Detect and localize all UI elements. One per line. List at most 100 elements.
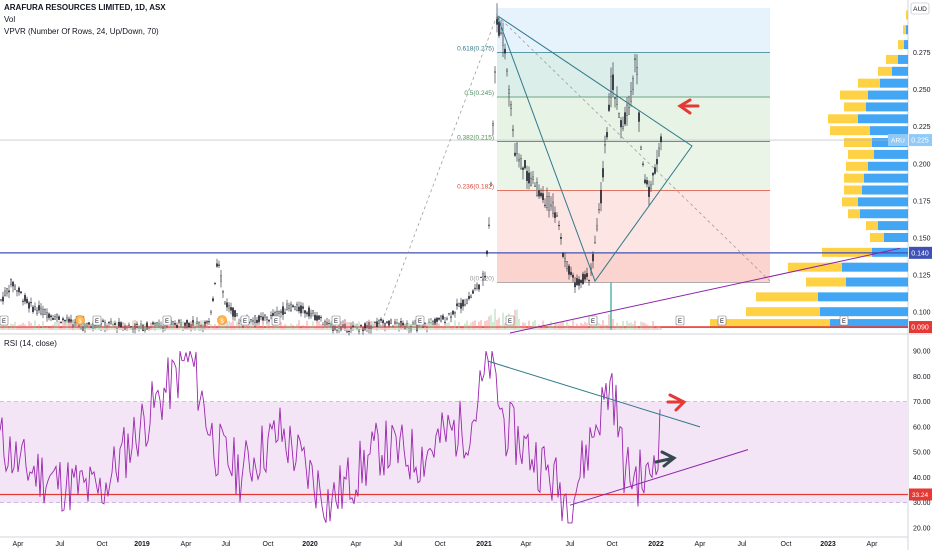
volume-bar xyxy=(352,327,354,330)
candle-body xyxy=(520,158,522,169)
volume-bar xyxy=(560,322,562,330)
candle-body xyxy=(620,120,622,128)
volume-bar xyxy=(398,324,400,330)
vpvr-down-bar xyxy=(878,66,892,76)
candle-body xyxy=(488,224,490,226)
candle-body xyxy=(214,282,216,284)
volume-bar xyxy=(440,326,442,330)
earnings-marker xyxy=(588,315,598,326)
volume-bar xyxy=(246,325,248,330)
candle-body xyxy=(314,314,316,321)
rsi-legend[interactable]: RSI (14, close) xyxy=(4,339,57,348)
volume-bar xyxy=(584,321,586,330)
vpvr-legend[interactable]: VPVR (Number Of Rows, 24, Up/Down, 70) xyxy=(4,27,159,36)
candle-body xyxy=(152,322,154,325)
volume-bar xyxy=(390,326,392,330)
volume-bar xyxy=(92,320,94,330)
volume-bar xyxy=(366,323,368,330)
volume-bar xyxy=(340,322,342,330)
candle-body xyxy=(62,318,64,321)
candle-body xyxy=(452,310,454,315)
candle-body xyxy=(18,287,20,293)
fib-zone xyxy=(497,97,770,142)
volume-bar xyxy=(622,320,624,330)
candle-body xyxy=(108,322,110,324)
vol-legend[interactable]: Vol xyxy=(4,15,16,24)
rsi-up-trendline xyxy=(569,449,749,506)
candle-body xyxy=(558,225,560,227)
volume-bar xyxy=(76,324,78,330)
volume-bar xyxy=(654,327,656,330)
volume-bar xyxy=(44,327,46,330)
volume-bar xyxy=(276,321,278,330)
candle-body xyxy=(284,312,286,314)
time-tick-label: 2021 xyxy=(476,541,492,548)
volume-bar xyxy=(270,326,272,330)
vpvr-down-bar xyxy=(844,185,862,195)
time-tick-label: 2020 xyxy=(302,541,318,548)
candle-body xyxy=(402,322,404,326)
earnings-marker-label: E xyxy=(678,319,682,325)
volume-bar xyxy=(562,321,564,330)
vpvr-down-bar xyxy=(848,149,874,159)
candle-body xyxy=(542,193,544,201)
volume-bar xyxy=(292,325,294,330)
volume-bar xyxy=(462,327,464,330)
earnings-marker xyxy=(675,315,685,326)
volume-bar xyxy=(268,322,270,330)
volume-bar xyxy=(474,320,476,330)
volume-bar xyxy=(218,323,220,330)
fib-zone xyxy=(497,8,770,53)
candle-body xyxy=(612,74,614,91)
volume-bar xyxy=(254,327,256,330)
volume-bar xyxy=(322,323,324,330)
candle-body xyxy=(522,167,524,170)
volume-bar xyxy=(434,323,436,330)
volume-bar xyxy=(34,320,36,330)
volume-bar xyxy=(170,324,172,330)
volume-bar xyxy=(524,323,526,330)
volume-bar xyxy=(72,322,74,330)
volume-bar xyxy=(658,326,660,330)
volume-bar xyxy=(106,323,108,330)
volume-bar xyxy=(252,326,254,330)
volume-bar xyxy=(470,322,472,330)
volume-bar xyxy=(152,324,154,330)
long-trendline xyxy=(509,247,901,334)
volume-bar xyxy=(606,325,608,330)
earnings-marker-label: E xyxy=(274,319,278,325)
volume-bar xyxy=(272,323,274,330)
price-tick-label: 0.100 xyxy=(913,310,931,317)
price-tick-label: 0.250 xyxy=(913,87,931,94)
volume-bar xyxy=(310,326,312,330)
symbol-title[interactable]: ARAFURA RESOURCES LIMITED, 1D, ASX xyxy=(4,3,166,12)
volume-bar xyxy=(90,327,92,330)
candle-body xyxy=(22,300,24,302)
volume-bar xyxy=(522,322,524,330)
candle-body xyxy=(592,254,594,262)
volume-bar xyxy=(316,320,318,330)
volume-bar xyxy=(174,324,176,330)
candle-body xyxy=(454,312,456,314)
volume-bar xyxy=(498,317,500,330)
candle-body xyxy=(544,204,546,206)
volume-bar xyxy=(486,320,488,330)
candle-body xyxy=(298,306,300,312)
candle-body xyxy=(64,319,66,322)
candle-body xyxy=(460,303,462,309)
volume-bar xyxy=(42,321,44,330)
dividend-marker xyxy=(75,315,85,325)
candle-body xyxy=(236,313,238,316)
candle-body xyxy=(382,319,384,324)
volume-bar xyxy=(126,326,128,330)
volume-bar xyxy=(626,320,628,330)
earnings-marker xyxy=(839,315,849,326)
volume-bar xyxy=(402,327,404,330)
candle-body xyxy=(458,303,460,307)
last-price-value-box xyxy=(909,134,932,147)
vpvr-up-bar xyxy=(846,277,908,287)
volume-bar xyxy=(164,327,166,330)
vpvr-down-bar xyxy=(898,40,904,50)
volume-bar xyxy=(60,327,62,330)
